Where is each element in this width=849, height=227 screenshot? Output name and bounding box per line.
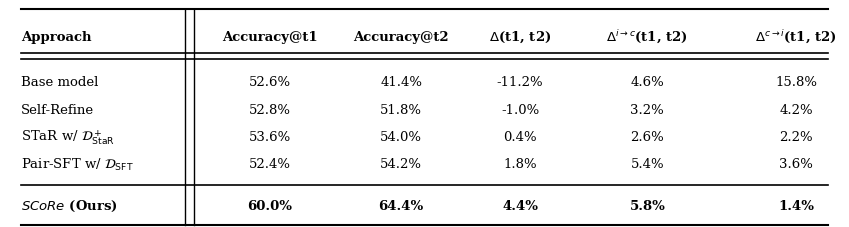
Text: 52.6%: 52.6% — [249, 76, 290, 89]
Text: 54.0%: 54.0% — [380, 131, 422, 144]
Text: Self-Refine: Self-Refine — [21, 104, 94, 117]
Text: Base model: Base model — [21, 76, 98, 89]
Text: 4.4%: 4.4% — [502, 200, 538, 213]
Text: 1.4%: 1.4% — [778, 200, 814, 213]
Text: 3.2%: 3.2% — [631, 104, 664, 117]
Text: 60.0%: 60.0% — [247, 200, 292, 213]
Text: 4.2%: 4.2% — [779, 104, 812, 117]
Text: 3.6%: 3.6% — [779, 158, 812, 171]
Text: 51.8%: 51.8% — [380, 104, 422, 117]
Text: 54.2%: 54.2% — [380, 158, 422, 171]
Text: 1.8%: 1.8% — [503, 158, 537, 171]
Text: 4.6%: 4.6% — [631, 76, 664, 89]
Text: Pair-SFT w/ $\mathcal{D}_{\mathrm{SFT}}$: Pair-SFT w/ $\mathcal{D}_{\mathrm{SFT}}$ — [21, 157, 134, 173]
Text: 5.4%: 5.4% — [631, 158, 664, 171]
Text: $\Delta^{i \rightarrow c}$(t1, t2): $\Delta^{i \rightarrow c}$(t1, t2) — [606, 29, 689, 46]
Text: 0.4%: 0.4% — [503, 131, 537, 144]
Text: Accuracy@t1: Accuracy@t1 — [222, 31, 318, 44]
Text: 41.4%: 41.4% — [380, 76, 422, 89]
Text: 53.6%: 53.6% — [249, 131, 290, 144]
Text: Accuracy@t2: Accuracy@t2 — [353, 31, 449, 44]
Text: 52.4%: 52.4% — [249, 158, 290, 171]
Text: 52.8%: 52.8% — [249, 104, 290, 117]
Text: STaR w/ $\mathcal{D}^+_{\mathrm{StaR}}$: STaR w/ $\mathcal{D}^+_{\mathrm{StaR}}$ — [21, 128, 115, 147]
Text: $\Delta$(t1, t2): $\Delta$(t1, t2) — [489, 30, 551, 45]
Text: 15.8%: 15.8% — [775, 76, 817, 89]
Text: $\Delta^{c \rightarrow i}$(t1, t2): $\Delta^{c \rightarrow i}$(t1, t2) — [755, 29, 837, 46]
Text: $\mathit{SCoRe}$ (Ours): $\mathit{SCoRe}$ (Ours) — [21, 199, 118, 214]
Text: 2.6%: 2.6% — [631, 131, 664, 144]
Text: -11.2%: -11.2% — [497, 76, 543, 89]
Text: Approach: Approach — [21, 31, 92, 44]
Text: 5.8%: 5.8% — [629, 200, 666, 213]
Text: 64.4%: 64.4% — [379, 200, 424, 213]
Text: 2.2%: 2.2% — [779, 131, 812, 144]
Text: -1.0%: -1.0% — [501, 104, 539, 117]
